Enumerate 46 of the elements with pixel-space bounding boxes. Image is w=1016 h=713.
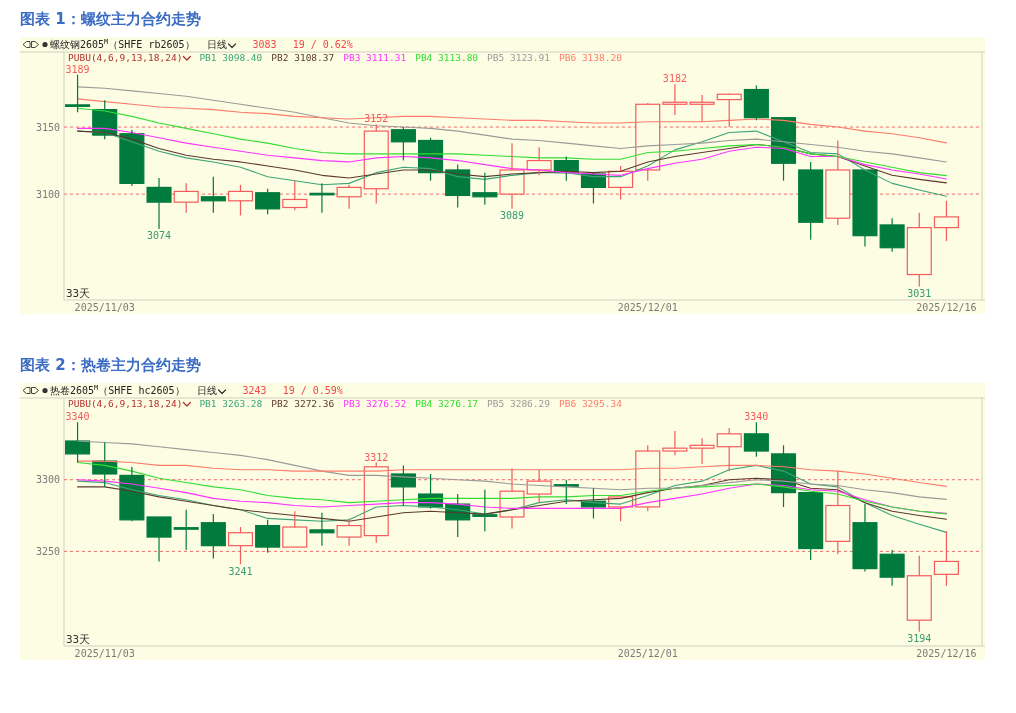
indicator-title: PUBU(4,6,9,13,18,24) bbox=[68, 397, 183, 409]
tick-x: 2025/12/16 bbox=[916, 647, 977, 659]
value-label: 3089 bbox=[499, 210, 525, 222]
value-label: 3074 bbox=[147, 230, 172, 242]
tick-x: 2025/12/16 bbox=[916, 301, 977, 313]
value-label: 3241 bbox=[228, 565, 253, 577]
series-name: PB6 3295.34 bbox=[559, 397, 622, 409]
value-label: 3182 bbox=[662, 73, 687, 85]
value-label: 3031 bbox=[907, 288, 932, 300]
tick-y: 3250 bbox=[35, 545, 60, 557]
series-name: PB6 3138.20 bbox=[559, 51, 622, 63]
value-label: 3312 bbox=[364, 451, 389, 463]
header-text: 日线 bbox=[196, 385, 217, 396]
series-name: PB4 3113.80 bbox=[415, 51, 479, 63]
footer-note: 33天 bbox=[66, 287, 91, 300]
tick-x: 2025/12/01 bbox=[617, 647, 678, 659]
tick-y: 3300 bbox=[35, 474, 60, 486]
subtitle: 螺纹钢2605$^{M}$（SHFE rb2605） bbox=[50, 38, 195, 50]
series-name: PB1 3263.28 bbox=[199, 397, 263, 409]
tick-y: 3150 bbox=[35, 121, 60, 133]
header-text: 3083 bbox=[252, 39, 277, 50]
series-name: PB1 3098.40 bbox=[199, 51, 263, 63]
series-name: PB2 3108.37 bbox=[271, 51, 335, 63]
series-name: PB2 3272.36 bbox=[271, 397, 335, 409]
header-text: 19 / 0.62% bbox=[292, 39, 353, 50]
series-name: PB4 3276.17 bbox=[415, 397, 479, 409]
tick-y: 3100 bbox=[35, 188, 60, 200]
tick-x: 2025/11/03 bbox=[74, 647, 135, 659]
value-label: 3340 bbox=[65, 411, 90, 423]
value-label: 3194 bbox=[907, 633, 932, 645]
header-text: 日线 bbox=[206, 39, 227, 50]
value-label: 3189 bbox=[65, 63, 90, 75]
tick-x: 2025/11/03 bbox=[74, 301, 135, 313]
series-name: PB3 3276.52 bbox=[343, 397, 407, 409]
title: 图表 1：螺纹主力合约走势 bbox=[20, 10, 201, 28]
footer-note: 33天 bbox=[66, 633, 91, 646]
tick-x: 2025/12/01 bbox=[617, 301, 678, 313]
indicator-title: PUBU(4,6,9,13,18,24) bbox=[68, 51, 183, 63]
series-name: PB3 3111.31 bbox=[343, 51, 407, 63]
header-text: 19 / 0.59% bbox=[282, 385, 343, 396]
subtitle: 热卷2605$^{M}$（SHFE hc2605） bbox=[50, 384, 185, 396]
title: 图表 2：热卷主力合约走势 bbox=[20, 356, 201, 374]
header-text: 3243 bbox=[242, 385, 267, 396]
series-name: PB5 3123.91 bbox=[487, 51, 550, 63]
series-name: PB5 3286.29 bbox=[487, 397, 550, 409]
value-label: 3340 bbox=[744, 411, 769, 423]
